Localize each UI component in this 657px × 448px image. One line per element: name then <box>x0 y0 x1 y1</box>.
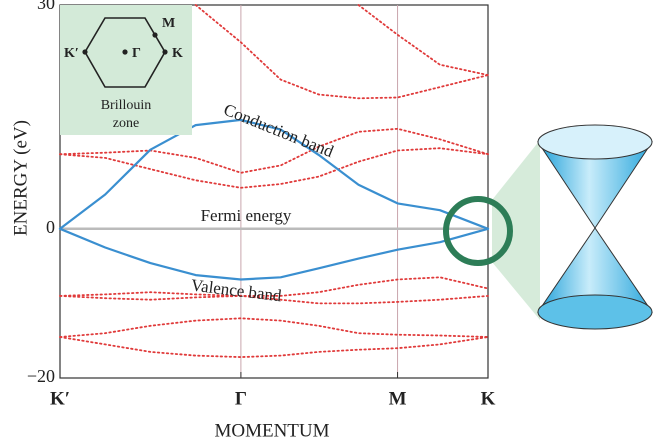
x-tick-label: M <box>389 388 407 409</box>
point-dot <box>82 49 88 55</box>
y-tick-label: 30 <box>37 0 55 13</box>
annotation: Fermi energy <box>201 206 292 225</box>
x-tick-label: K <box>481 388 496 409</box>
band-line-dotted <box>59 276 489 301</box>
y-tick-label: −20 <box>27 366 55 386</box>
cone-top <box>537 124 653 160</box>
band-line-dotted <box>59 336 489 358</box>
band-line-dotted <box>194 4 489 100</box>
point-dot <box>152 32 158 38</box>
zoom-circle <box>443 196 513 266</box>
inset-label: K′ <box>64 46 79 61</box>
y-axis-label: ENERGY (eV) <box>10 120 31 236</box>
inset-label: K <box>172 46 183 61</box>
point-dot <box>162 49 168 55</box>
band-line <box>58 227 490 281</box>
zoom-funnel <box>492 140 540 320</box>
band-line <box>58 118 490 230</box>
inset-label: Γ <box>132 46 141 61</box>
band-line-dotted <box>59 127 489 174</box>
x-axis-label: MOMENTUM <box>214 420 329 441</box>
band-line-dotted <box>59 317 489 338</box>
inset-label: M <box>162 16 175 31</box>
x-tick-label: Γ <box>235 388 247 409</box>
band-line-dotted <box>357 4 489 76</box>
band-line-dotted <box>59 291 489 305</box>
y-tick-label: 0 <box>46 217 55 237</box>
inset-title: Brillouin <box>101 98 152 113</box>
inset-background <box>60 5 192 135</box>
inset-title: zone <box>113 116 139 131</box>
point-dot <box>122 49 128 55</box>
x-tick-label: K′ <box>50 388 70 409</box>
cone-bottom <box>537 294 653 330</box>
